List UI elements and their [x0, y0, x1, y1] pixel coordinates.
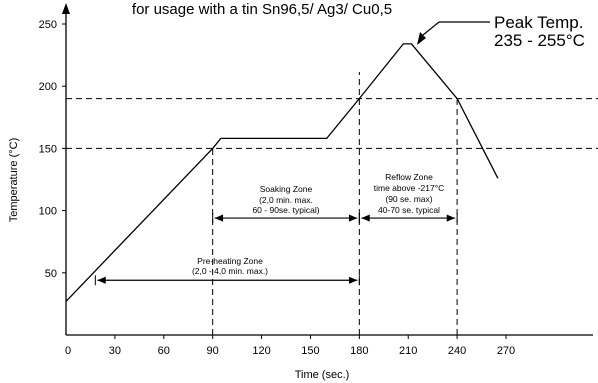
peak-label-line2: 235 - 255°C — [494, 31, 585, 50]
soaking-zone-line2: (2,0 min. max. — [259, 195, 313, 205]
y-tick-label-50: 50 — [45, 268, 57, 280]
x-tick-label-30: 30 — [109, 345, 121, 357]
y-axis-label: Temperature (°C) — [8, 138, 20, 222]
peak-label-line1: Peak Temp. — [494, 13, 583, 32]
x-tick-label-150: 150 — [301, 345, 319, 357]
preheat-zone-line2: (2,0 - 4,0 min. max.) — [192, 266, 268, 276]
x-axis-label: Time (sec.) — [295, 369, 350, 381]
x-tick-label-270: 270 — [497, 345, 515, 357]
x-tick-label-0: 0 — [65, 345, 71, 357]
y-ticks: 50 100 150 200 250 — [39, 19, 66, 280]
peak-leader-line — [422, 21, 440, 36]
peak-pointer-arrow-icon — [417, 32, 426, 45]
y-axis-arrow-icon — [62, 3, 70, 14]
preheat-zone-line1: Pre-heating Zone — [197, 256, 263, 266]
x-tick-label-180: 180 — [350, 345, 368, 357]
soaking-zone-line3: 60 - 90se. typical) — [252, 205, 319, 215]
reflow-zone-line1: Reflow Zone — [385, 172, 433, 182]
reference-lines — [66, 72, 598, 335]
x-tick-label-90: 90 — [207, 345, 219, 357]
reflow-zone-line4: 40-70 se. typical — [378, 205, 440, 215]
y-tick-label-250: 250 — [39, 19, 57, 31]
y-tick-label-200: 200 — [39, 81, 57, 93]
chart-title: for usage with a tin Sn96,5/ Ag3/ Cu0,5 — [132, 1, 392, 18]
x-tick-label-60: 60 — [158, 345, 170, 357]
x-tick-label-240: 240 — [448, 345, 466, 357]
profile-points — [65, 43, 498, 302]
soaking-zone-line1: Soaking Zone — [260, 184, 313, 194]
y-tick-label-150: 150 — [39, 143, 57, 155]
temperature-profile-line — [65, 43, 499, 302]
reflow-zone-line2: time above -217°C — [374, 183, 445, 193]
zone-spans — [94, 213, 458, 286]
x-tick-label-210: 210 — [399, 345, 417, 357]
reflow-zone-line3: (90 se. max) — [385, 194, 432, 204]
y-tick-label-100: 100 — [39, 206, 57, 218]
x-tick-label-120: 120 — [252, 345, 270, 357]
x-ticks: 0 30 60 90 120 150 180 210 240 270 — [65, 335, 515, 357]
